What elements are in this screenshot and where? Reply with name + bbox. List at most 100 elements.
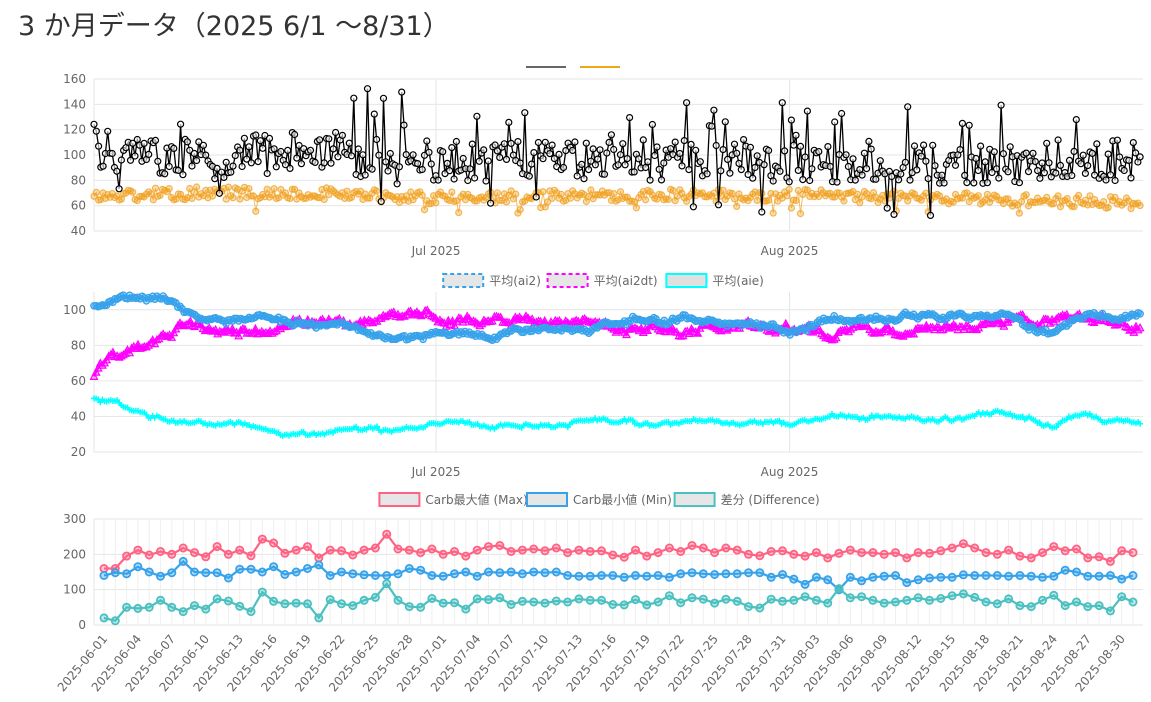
- chart1-data-point: [758, 208, 766, 216]
- chart3-data-point: [382, 571, 392, 581]
- chart3-data-point: [823, 575, 833, 585]
- chart3-data-point: [551, 596, 561, 606]
- chart3-data-point: [348, 550, 358, 560]
- chart3-data-point: [472, 545, 482, 555]
- chart3-data-point: [336, 599, 346, 609]
- chart1-data-point: [778, 99, 786, 107]
- chart1-data-point: [1052, 169, 1060, 177]
- chart3-data-point: [698, 543, 708, 553]
- chart1-data-point: [245, 143, 253, 151]
- chart3-data-point: [879, 549, 889, 559]
- chart2-data-point: [426, 310, 437, 320]
- chart1-data-point: [888, 172, 896, 181]
- chart3-data-point: [766, 547, 776, 557]
- chart1-data-point: [407, 188, 415, 196]
- chart1-data-point: [1070, 203, 1078, 211]
- chart3-data-point: [1026, 602, 1036, 612]
- chart1-data-point: [548, 141, 556, 149]
- chart3-data-point: [1026, 571, 1036, 581]
- chart3-data-point: [608, 571, 618, 581]
- chart1-data-point: [961, 171, 969, 179]
- chart1-data-point: [425, 148, 433, 156]
- chart3-y-tick-label: 200: [63, 547, 86, 561]
- chart1-data-point: [450, 175, 458, 183]
- chart1-data-point: [894, 176, 903, 184]
- chart1-data-point: [546, 150, 554, 158]
- chart2-legend-swatch: [442, 273, 485, 288]
- chart1-data-point: [744, 170, 752, 179]
- chart3-data-point: [461, 567, 471, 577]
- chart1-data-point: [455, 209, 463, 217]
- chart1-data-point: [240, 134, 248, 142]
- chart3-data-point: [789, 574, 799, 584]
- chart1-data-point: [806, 176, 814, 185]
- chart3-legend-swatch: [673, 492, 716, 507]
- chart3-data-point: [382, 579, 392, 589]
- chart1-data-point: [1125, 156, 1133, 164]
- chart1-data-point: [753, 152, 761, 160]
- chart1-data-point: [1074, 191, 1083, 199]
- chart2-data-point: [1136, 309, 1144, 318]
- chart1-data-point: [616, 188, 625, 196]
- chart1-data-point: [154, 157, 162, 165]
- chart3-data-point: [597, 571, 607, 581]
- chart3-legend-swatch: [526, 492, 568, 507]
- chart1-data-point: [448, 188, 456, 196]
- chart1-data-point: [514, 138, 522, 146]
- chart2-data-point: [167, 332, 177, 341]
- chart3-data-point: [642, 571, 652, 581]
- chart1-data-point: [714, 201, 723, 209]
- chart1-data-point: [482, 177, 490, 185]
- chart1-data-point: [370, 110, 378, 118]
- chart1-data-point: [708, 122, 716, 130]
- chart1-data-point: [512, 190, 520, 198]
- chart1-data-point: [614, 161, 622, 169]
- chart2-data-point: [629, 417, 636, 424]
- chart3-data-point: [122, 551, 132, 561]
- chart3-data-point: [811, 548, 821, 558]
- chart3-data-point: [619, 552, 629, 562]
- chart1-data-point: [655, 165, 663, 173]
- chart1-data-point: [464, 176, 472, 185]
- chart1-data-point: [596, 146, 604, 154]
- chart3-data-point: [868, 548, 878, 558]
- chart3-data-point: [619, 600, 629, 610]
- chart1-data-point: [737, 166, 745, 174]
- chart3-data-point: [744, 549, 754, 559]
- chart2-data-point: [374, 423, 380, 430]
- chart3-data-point: [336, 546, 346, 556]
- chart3-data-point: [359, 545, 369, 555]
- chart3-data-point: [574, 545, 584, 555]
- chart1-data-point: [272, 163, 280, 171]
- chart1-data-point: [856, 199, 864, 207]
- chart3-data-point: [834, 548, 844, 558]
- chart3-data-point: [868, 595, 878, 605]
- chart3-data-point: [461, 604, 471, 614]
- chart3-legend-label: Carb最小値 (Min): [573, 492, 672, 507]
- chart1-data-point: [379, 94, 388, 102]
- chart3-data-point: [664, 572, 674, 582]
- chart3-data-point: [1049, 590, 1059, 600]
- chart2-data-point: [999, 321, 1009, 330]
- chart1-data-point: [252, 131, 260, 139]
- chart1-data-point: [862, 165, 871, 173]
- chart2-data-point: [450, 320, 460, 330]
- chart3-data-point: [506, 547, 516, 557]
- chart3-data-point: [789, 549, 799, 559]
- chart1-data-point: [1040, 169, 1049, 177]
- chart1-data-point: [1081, 169, 1090, 177]
- chart1-data-point: [844, 162, 853, 171]
- chart1-data-point: [573, 172, 581, 180]
- chart3-data-point: [947, 543, 957, 553]
- chart2-data-point: [1137, 420, 1144, 427]
- chart1-data-point: [746, 143, 755, 151]
- chart1-data-point: [571, 138, 579, 146]
- chart3-data-point: [755, 603, 765, 613]
- chart1-data-point: [409, 151, 417, 159]
- chart1-data-point: [1129, 139, 1137, 147]
- chart3-data-point: [664, 591, 674, 601]
- chart1-data-point: [359, 151, 367, 159]
- chart1-data-point: [1093, 140, 1101, 148]
- chart1-data-point: [776, 167, 784, 175]
- chart3-data-point: [325, 595, 335, 605]
